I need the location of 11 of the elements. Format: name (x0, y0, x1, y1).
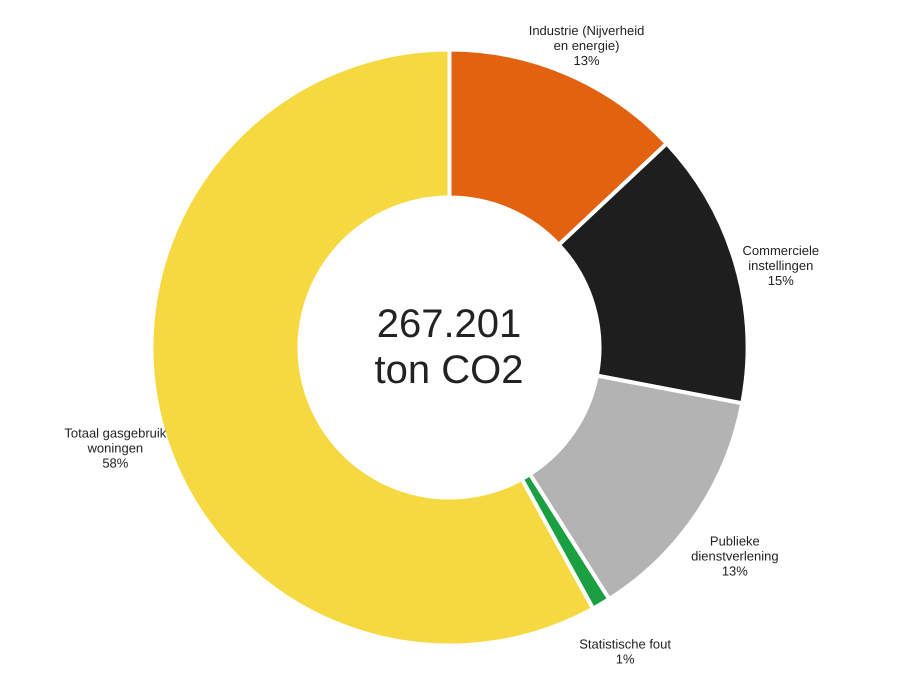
data-label: 1% (616, 651, 635, 666)
data-label: 58% (102, 455, 129, 470)
slice-label: Publieke dienstverlening (691, 533, 779, 564)
slice-label: Industrie (Nijverheid en energie) (528, 22, 644, 53)
text: 267.201 ton CO2 (374, 302, 524, 392)
data-label: 15% (768, 273, 794, 288)
data-label: 13% (722, 563, 748, 578)
slice-label: Statistische fout (579, 636, 672, 652)
data-label: 13% (574, 52, 600, 68)
slice-label: Totaal gasgebruik woningen (64, 425, 167, 456)
slice-label: Commerciele instellingen (742, 243, 820, 274)
